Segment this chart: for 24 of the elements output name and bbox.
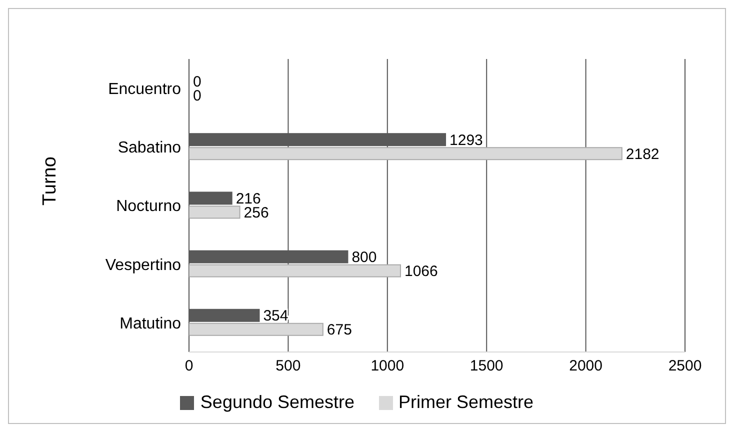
data-label: 354: [263, 308, 288, 325]
data-label: 675: [326, 322, 352, 339]
data-label: 800: [352, 249, 377, 266]
bar: [189, 322, 324, 336]
x-tick-label: 2500: [668, 358, 702, 375]
x-tick-label: 2000: [569, 358, 602, 375]
legend-label: Segundo Semestre: [200, 392, 355, 413]
legend-label: Primer Semestre: [398, 392, 534, 413]
y-tick-label: Nocturno: [116, 198, 182, 216]
x-tick-label: 0: [184, 358, 194, 375]
y-tick-label: Sabatino: [118, 140, 182, 157]
data-label: 1293: [450, 132, 483, 149]
x-tick-label: 1500: [470, 358, 504, 375]
bar: [189, 147, 622, 160]
x-tick-label: 1000: [370, 358, 404, 375]
x-tick-label: 500: [276, 358, 301, 375]
y-tick-label: Vespertino: [105, 256, 182, 274]
bar: [189, 206, 240, 219]
y-axis-title: Turno: [40, 156, 61, 206]
data-label: 1066: [404, 263, 438, 280]
y-tick-label: Encuentro: [108, 80, 182, 98]
y-tick-label: Matutino: [120, 315, 182, 332]
data-label: 2182: [626, 146, 660, 163]
bar: [189, 264, 401, 278]
